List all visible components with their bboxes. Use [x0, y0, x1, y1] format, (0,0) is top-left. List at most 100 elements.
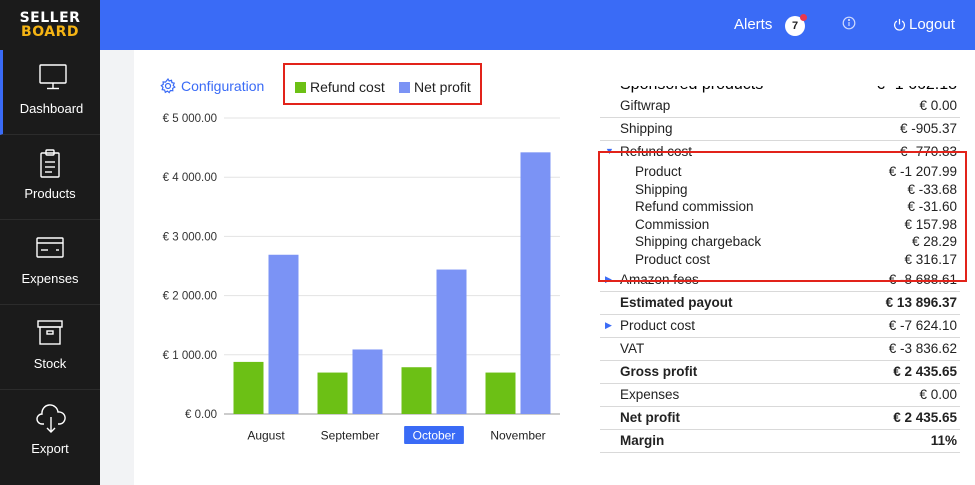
sidebar-item-label: Expenses	[21, 271, 79, 286]
y-tick-label: € 3 000.00	[163, 231, 217, 243]
row-label: VAT	[620, 341, 645, 356]
monitor-icon	[39, 64, 67, 90]
breakdown-row: Net profit € 2 435.65	[600, 407, 960, 430]
logout-button[interactable]: Logout	[893, 16, 955, 33]
sidebar-item-expenses[interactable]: Expenses	[0, 220, 100, 305]
legend-swatch-net-profit	[399, 82, 410, 93]
row-value: € -1 662.18	[876, 86, 957, 94]
row-value: € -31.60	[907, 199, 957, 214]
row-value: € 316.17	[904, 251, 957, 267]
row-label: Expenses	[620, 387, 680, 402]
bar-net-profit[interactable]	[520, 152, 551, 414]
row-value: € 0.00	[919, 98, 957, 113]
breakdown-row: Shipping € -33.68	[600, 182, 960, 200]
x-tick-label[interactable]: October	[413, 429, 456, 443]
caret-right-icon[interactable]: ▶	[605, 274, 612, 284]
breakdown-row: Refund commission € -31.60	[600, 199, 960, 217]
row-value: € 28.29	[911, 234, 957, 249]
cloud-download-icon	[36, 404, 66, 433]
row-label: Estimated payout	[620, 295, 733, 310]
row-value: € 157.98	[904, 216, 957, 232]
bar-refund-cost[interactable]	[233, 361, 264, 414]
breakdown-row: Commission € 157.98	[600, 217, 960, 235]
breakdown-row: Giftwrap € 0.00	[600, 95, 960, 118]
breakdown-row: Margin 11%	[600, 430, 960, 453]
bar-refund-cost[interactable]	[485, 372, 516, 414]
info-icon[interactable]	[842, 16, 856, 35]
alert-dot	[800, 14, 807, 21]
bar-net-profit[interactable]	[436, 269, 467, 414]
row-value: € -1 207.99	[888, 164, 957, 179]
x-tick-label[interactable]: November	[490, 429, 545, 443]
sidebar-item-dashboard[interactable]: Dashboard	[0, 50, 100, 135]
power-icon	[893, 18, 906, 31]
sidebar-item-export[interactable]: Export	[0, 390, 100, 475]
logo-line-1: SELLER	[19, 10, 81, 26]
row-value: € 2 435.65	[893, 364, 957, 379]
y-tick-label: € 1 000.00	[163, 350, 217, 362]
breakdown-row: VAT € -3 836.62	[600, 338, 960, 361]
breakdown-row: Shipping € -905.37	[600, 118, 960, 141]
row-value: € 0.00	[919, 387, 957, 402]
sellerboard-logo[interactable]: SELLER BOARD	[0, 0, 100, 50]
breakdown-row: Estimated payout € 13 896.37	[600, 292, 960, 315]
row-label: Gross profit	[620, 364, 698, 379]
row-label: Shipping	[635, 181, 688, 197]
content-gutter	[100, 50, 134, 485]
bar-refund-cost[interactable]	[401, 367, 432, 414]
row-label: Product cost	[635, 251, 711, 267]
archive-box-icon	[37, 320, 63, 345]
breakdown-row: Gross profit € 2 435.65	[600, 361, 960, 384]
row-value: 11%	[930, 433, 957, 448]
sidebar-item-label: Export	[31, 441, 69, 456]
y-tick-label: € 2 000.00	[163, 291, 217, 303]
row-value: € -3 836.62	[888, 341, 957, 356]
caret-right-icon[interactable]: ▶	[605, 320, 612, 330]
bar-net-profit[interactable]	[352, 349, 383, 414]
sidebar-item-label: Dashboard	[19, 101, 84, 116]
row-value: € 13 896.37	[885, 295, 957, 310]
breakdown-row: Shipping chargeback € 28.29	[600, 234, 960, 252]
logo-line-2: BOARD	[21, 24, 79, 40]
bar-net-profit[interactable]	[268, 254, 299, 414]
breakdown-row: Product cost € 316.17	[600, 252, 960, 270]
sidebar-item-products[interactable]: Products	[0, 135, 100, 220]
row-value: € -8 688.61	[888, 272, 957, 287]
row-label: Shipping	[620, 121, 673, 136]
configuration-label: Configuration	[181, 78, 265, 94]
chart-legend-highlight: Refund cost Net profit	[283, 63, 482, 105]
row-label: Margin	[620, 433, 665, 448]
row-label: Giftwrap	[620, 98, 671, 113]
sidebar: SELLER BOARD Dashboard Products Expenses…	[0, 0, 100, 485]
breakdown-row[interactable]: ▶ Product cost € -7 624.10	[600, 315, 960, 338]
legend-refund-cost[interactable]: Refund cost	[310, 79, 385, 95]
x-tick-label[interactable]: September	[321, 429, 380, 443]
configuration-link[interactable]: Configuration	[160, 77, 265, 94]
sidebar-item-label: Products	[24, 186, 76, 201]
alerts-count-badge[interactable]: 7	[785, 16, 805, 36]
row-value: € -905.37	[899, 121, 957, 136]
legend-swatch-refund-cost	[295, 82, 306, 93]
legend-net-profit[interactable]: Net profit	[414, 79, 471, 95]
row-label: Amazon fees	[620, 272, 699, 287]
row-label: Sponsored products	[620, 86, 763, 94]
row-label: Shipping chargeback	[635, 234, 762, 249]
bar-chart: € 0.00 € 1 000.00 € 2 000.00 € 3 000.00 € 4 …	[163, 113, 560, 444]
selected-category-highlight	[404, 426, 464, 444]
row-value: € -33.68	[907, 181, 957, 197]
credit-card-icon	[36, 237, 64, 258]
sidebar-item-stock[interactable]: Stock	[0, 305, 100, 390]
row-label: Refund commission	[635, 199, 754, 214]
row-label: Product cost	[620, 318, 696, 333]
y-tick-label: € 0.00	[185, 409, 217, 421]
breakdown-row[interactable]: ▶ Amazon fees € -8 688.61	[600, 269, 960, 292]
row-value: € 2 435.65	[893, 410, 957, 425]
breakdown-row: Product € -1 207.99	[600, 164, 960, 182]
y-tick-label: € 4 000.00	[163, 172, 217, 184]
top-bar: Alerts 7 Logout	[100, 0, 975, 50]
bar-refund-cost[interactable]	[317, 372, 348, 414]
row-label: Net profit	[620, 410, 680, 425]
breakdown-row-partial: Sponsored products € -1 662.18	[600, 86, 960, 94]
x-tick-label[interactable]: August	[247, 429, 285, 443]
alerts-link[interactable]: Alerts	[734, 16, 773, 33]
